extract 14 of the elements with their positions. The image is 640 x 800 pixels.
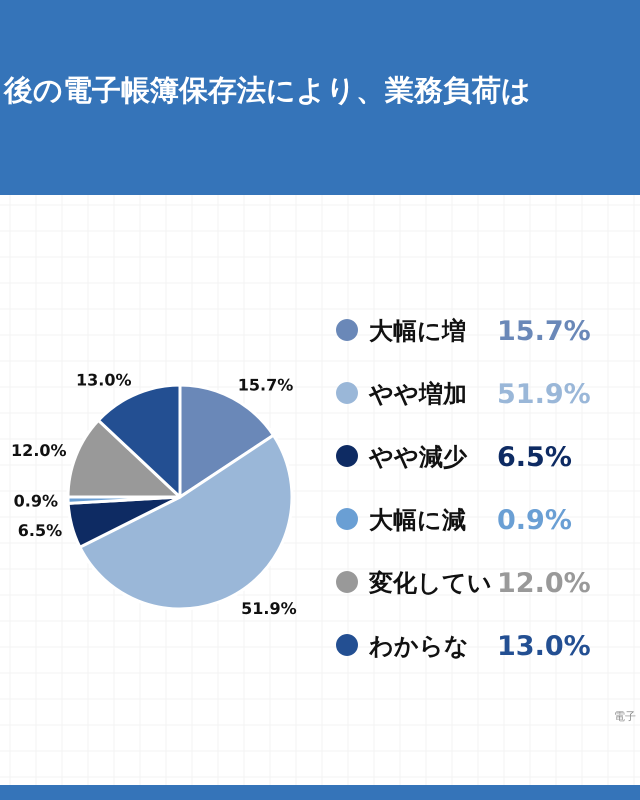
legend-label: やや増加 [368, 380, 467, 408]
legend-label: 大幅に増 [369, 317, 466, 345]
data-label: 6.5% [18, 521, 62, 540]
data-label: 0.9% [14, 492, 58, 511]
legend-label: わからな [368, 632, 469, 660]
text: 電子 [614, 710, 636, 723]
data-label: 12.0% [11, 440, 67, 460]
data-label: 51.9% [241, 598, 297, 618]
data-label: 13.0% [76, 370, 132, 390]
chart-title: 後の電子帳簿保存法により、業務負荷は [3, 73, 531, 107]
legend-label: 大幅に減 [369, 506, 466, 534]
data-label: 15.7% [238, 375, 294, 394]
legend-label: 変化してい [368, 569, 492, 597]
legend-label: やや減少 [368, 443, 468, 471]
